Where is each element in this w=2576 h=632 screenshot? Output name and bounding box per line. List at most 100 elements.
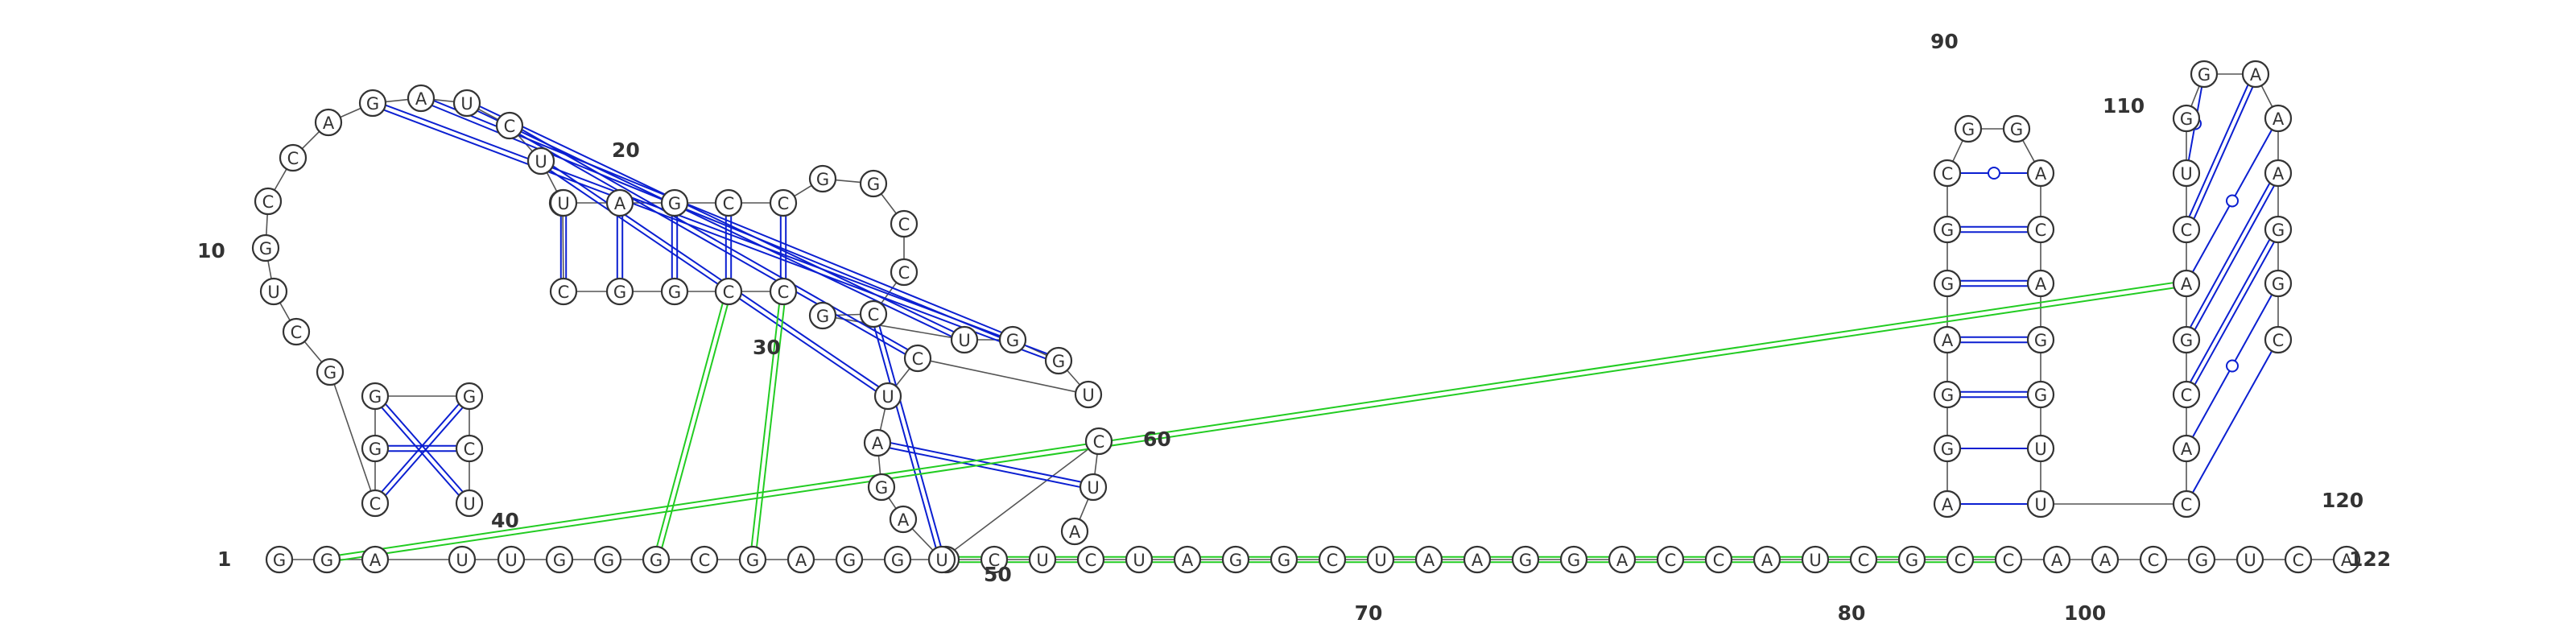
nucleotide-letter: G [1941,386,1954,405]
nucleotide-letter: G [613,283,626,302]
nucleotide: U [1074,380,1103,409]
pseudoknot-line [750,304,781,547]
nucleotide-circle [593,545,622,574]
nucleotide: C [455,434,484,463]
nucleotide-circle [2026,269,2055,298]
backbone-link [267,260,272,279]
nucleotide-letter: U [2180,164,2192,184]
nucleotide-circle [312,545,341,574]
nucleotide-circle [890,258,919,287]
nucleotide-letter: C [464,440,476,459]
nucleotide: G [2190,60,2219,89]
nucleotide-circle [2172,269,2201,298]
backbone-link [895,368,910,386]
nucleotide: A [1608,545,1637,574]
nucleotide-letter: A [369,551,382,570]
nucleotide-circle [714,277,743,306]
nucleotide-circle [1366,545,1395,574]
base-pair-line [2194,185,2275,331]
nucleotide: C [903,344,932,373]
nucleotide: U [526,147,555,176]
nucleotide-circle [2026,380,2055,409]
nucleotide: C [980,545,1009,574]
nucleotide-letter: G [746,551,759,570]
nucleotide-circle [1801,545,1830,574]
nucleotide: U [455,489,484,518]
nucleotide-circle [1414,545,1443,574]
nucleotide-letter: C [2273,331,2285,350]
nucleotide-letter: C [989,551,1001,570]
nucleotide-circle [361,382,390,411]
nucleotide: U [1028,545,1057,574]
nucleotide: C [2172,380,2201,409]
nucleotide-letter: C [778,194,790,213]
nucleotide-letter: C [1093,432,1105,452]
nucleotide: G [2026,380,2055,409]
nucleotide-letter: G [816,170,829,189]
backbone-link [835,179,861,184]
nucleotide-circle [2264,104,2293,133]
nucleotide: C [2172,215,2201,244]
nucleotide: C [769,277,798,306]
nucleotide: G [1559,545,1588,574]
nucleotide: C [2284,545,2313,574]
nucleotide-letter: G [1941,275,1954,294]
nucleotide-letter: G [668,283,681,302]
nucleotide: A [889,505,918,534]
nucleotide-letter: C [2181,495,2193,514]
nucleotide: U [497,545,526,574]
nucleotide-circle [1079,473,1108,502]
nucleotide-letter: A [1423,551,1435,570]
nucleotide-circle [265,545,294,574]
backbone-link [794,184,812,197]
nucleotide: U [448,545,477,574]
nucleotide: G [1933,434,1962,463]
position-label: 30 [753,336,781,359]
nucleotide-letter: C [1942,164,1954,184]
base-pair-line [889,447,1080,488]
nucleotide-letter: G [2034,386,2047,405]
backbone-link [562,215,564,279]
nucleotide-letter: C [868,305,880,324]
nucleotide: C [2139,545,2168,574]
nucleotide-letter: G [1052,352,1065,371]
nucleotide-letter: G [324,363,336,382]
nucleotide-circle [2284,545,2313,574]
backbone-link [1952,140,1963,162]
nucleotide-letter: U [1082,386,1094,405]
nucleotide-letter: A [2273,109,2285,129]
nucleotide: C [1994,545,2023,574]
position-label: 10 [197,239,225,262]
nucleotide-letter: G [891,551,904,570]
nucleotide-letter: G [1229,551,1242,570]
backbone-link [274,168,287,191]
nucleotide-circle [2172,159,2201,188]
base-pair-line [521,129,909,351]
base-pair-line [2193,86,2254,220]
nucleotide-circle [2172,215,2201,244]
nucleotide: U [549,188,578,217]
nucleotide-circle [2241,60,2270,89]
nucleotide-circle [1608,545,1637,574]
nucleotide: U [873,382,902,411]
nucleotide-circle [2172,434,2201,463]
backbone-link [301,130,320,150]
nucleotide-circle [903,344,932,373]
nucleotide: U [1801,545,1830,574]
nucleotide-circle [495,111,524,140]
backbone-link [880,282,898,304]
nucleotide-letter: A [872,434,884,453]
nucleotide-letter: U [460,94,473,114]
nucleotide-letter: A [2250,65,2262,85]
nucleotide: C [1704,545,1733,574]
nucleotide-letter: U [557,194,569,213]
nucleotide: A [863,428,892,457]
gu-pair-marker [1988,167,2000,180]
nucleotide-circle [2235,545,2264,574]
nucleotide: G [316,357,345,386]
nucleotide: G [1933,380,1962,409]
nucleotide-letter: U [2034,495,2046,514]
nucleotide-circle [2187,545,2216,574]
nucleotide-circle [2026,325,2055,354]
nucleotide-letter: G [1567,551,1580,570]
